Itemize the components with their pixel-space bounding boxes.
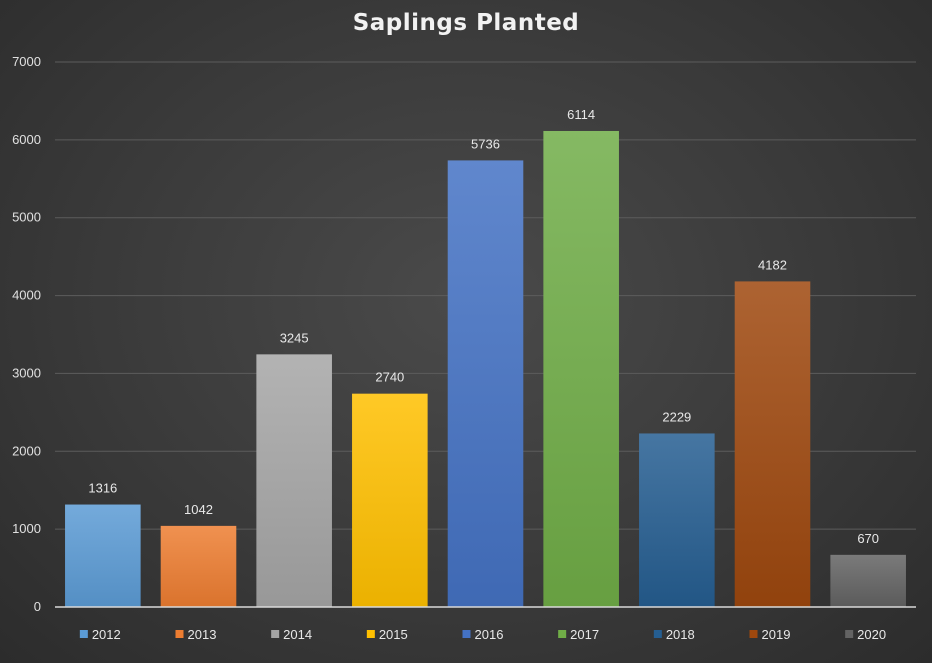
data-label-2017: 6114: [567, 107, 595, 122]
bar-2015: [352, 393, 428, 607]
legend-item-2016: 2016: [462, 627, 504, 642]
data-label-2013: 1042: [184, 502, 213, 517]
data-label-2016: 5736: [471, 136, 500, 151]
y-tick-label: 4000: [12, 288, 41, 303]
legend-swatch: [462, 630, 471, 638]
bar-2016: [447, 160, 524, 607]
y-tick-label: 0: [34, 599, 41, 614]
y-tick-label: 5000: [12, 210, 41, 225]
legend-item-2017: 2017: [558, 627, 599, 642]
legend-item-2020: 2020: [845, 627, 886, 642]
legend-item-2012: 2012: [79, 627, 121, 642]
y-tick-label: 3000: [12, 365, 41, 380]
y-axis-tick-labels: 0 1000 2000 3000 4000 5000 6000 7000: [12, 54, 41, 614]
legend-label: 2017: [570, 627, 599, 642]
bars: [65, 130, 906, 607]
legend: 2012 2013 2014 2015 2016 2017 2018 2019 2020: [79, 627, 886, 642]
legend-swatch: [175, 630, 184, 638]
chart-title: Saplings Planted: [352, 10, 580, 36]
legend-label: 2014: [283, 627, 312, 642]
legend-label: 2013: [188, 627, 217, 642]
legend-swatch: [845, 630, 854, 638]
legend-item-2019: 2019: [749, 627, 791, 642]
bar-2020: [830, 554, 906, 607]
bar-2017: [543, 130, 619, 607]
legend-item-2014: 2014: [271, 627, 312, 642]
bar-2012: [65, 504, 141, 607]
legend-swatch: [79, 630, 88, 638]
bar-2019: [734, 281, 811, 607]
legend-swatch: [271, 630, 280, 638]
legend-swatch: [749, 630, 758, 638]
y-tick-label: 2000: [12, 443, 41, 458]
legend-swatch: [366, 630, 375, 638]
data-label-2014: 3245: [280, 330, 309, 345]
bar-2013: [160, 525, 237, 607]
legend-item-2015: 2015: [366, 627, 408, 642]
data-label-2012: 1316: [88, 481, 117, 496]
legend-swatch: [653, 630, 662, 638]
legend-label: 2020: [857, 627, 886, 642]
legend-label: 2016: [475, 627, 504, 642]
legend-label: 2012: [92, 627, 121, 642]
legend-item-2013: 2013: [175, 627, 217, 642]
data-label-2019: 4182: [758, 257, 787, 272]
y-tick-label: 7000: [12, 54, 41, 69]
y-tick-label: 1000: [12, 521, 41, 536]
legend-label: 2019: [762, 627, 791, 642]
legend-swatch: [558, 630, 567, 638]
legend-item-2018: 2018: [653, 627, 695, 642]
data-labels: 1316 1042 3245 2740 5736 6114 2229 4182 670: [88, 107, 879, 546]
data-label-2020: 670: [857, 531, 879, 546]
legend-label: 2015: [379, 627, 408, 642]
y-tick-label: 6000: [12, 132, 41, 147]
data-label-2018: 2229: [662, 409, 691, 424]
bar-2018: [639, 433, 715, 607]
bar-2014: [256, 354, 332, 607]
data-label-2015: 2740: [375, 370, 404, 385]
legend-label: 2018: [666, 627, 695, 642]
